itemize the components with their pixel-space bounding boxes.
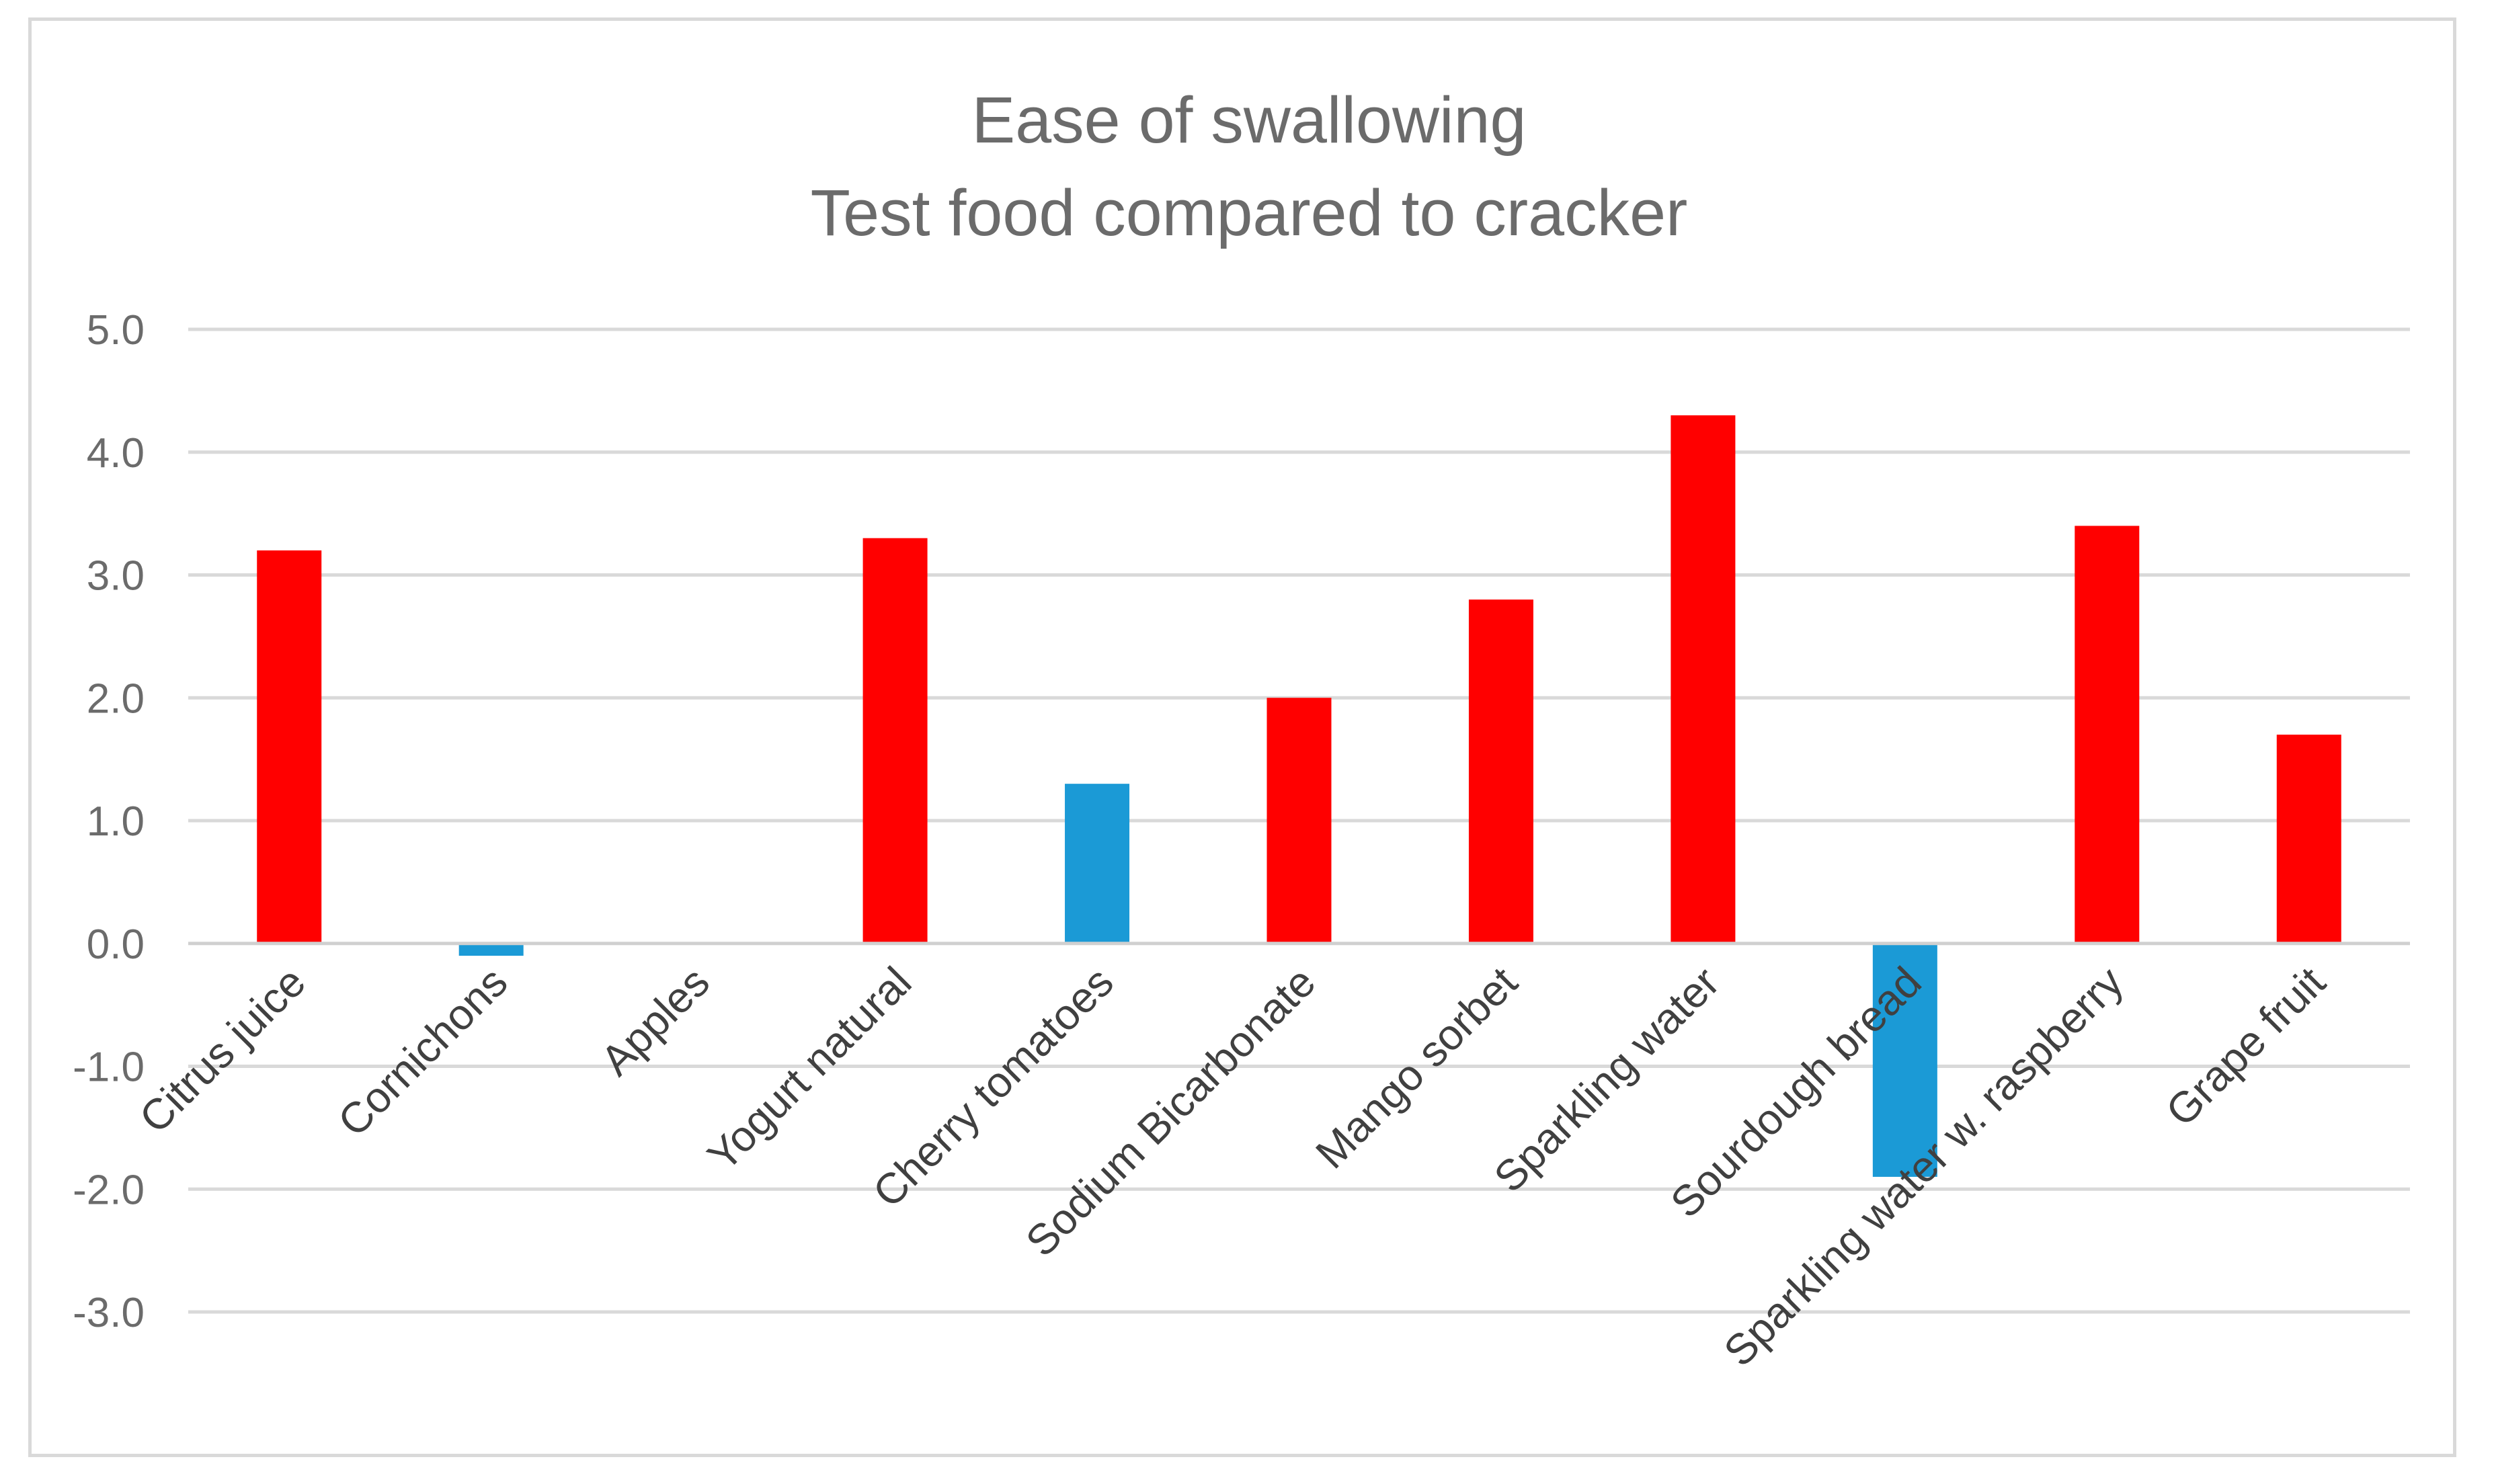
y-tick-label: 2.0: [87, 675, 145, 722]
bar-citrus-juice: [257, 550, 322, 944]
bar-mango-sorbet: [1468, 600, 1533, 944]
category-label: Grape fruit: [2157, 958, 2335, 1136]
category-label: Cornichons: [329, 958, 517, 1146]
y-tick-label: 1.0: [87, 798, 145, 845]
category-label: Yogurt natural: [698, 958, 920, 1180]
bar-sodium-bicarbonate: [1266, 698, 1332, 944]
category-label: Citrus juice: [130, 958, 315, 1143]
bar-sparkling-water: [1671, 415, 1736, 944]
y-tick-label: 3.0: [87, 553, 145, 600]
bar-sourdough-bread: [1872, 943, 1937, 1177]
bar-sparkling-water-w-raspberry: [2075, 526, 2140, 944]
bar-grape-fruit: [2276, 735, 2341, 944]
chart-frame: [28, 17, 2456, 1457]
bar-yogurt-natural: [862, 538, 928, 944]
y-tick-label: -2.0: [73, 1167, 145, 1213]
y-tick-label: -3.0: [73, 1290, 145, 1336]
y-tick-label: 5.0: [87, 307, 145, 354]
y-tick-label: -1.0: [73, 1044, 145, 1091]
bar-cherry-tomatoes: [1065, 784, 1130, 944]
y-tick-label: 4.0: [87, 430, 145, 477]
bars: [257, 415, 2341, 1177]
y-tick-label: 0.0: [87, 921, 145, 968]
chart-title-line-2: Test food compared to cracker: [811, 176, 1688, 249]
chart-title-line-1: Ease of swallowing: [972, 83, 1527, 157]
y-axis-tick-labels: 5.0 4.0 3.0 2.0 1.0 0.0 -1.0 -2.0 -3.0: [73, 307, 145, 1336]
bar-cornichons: [458, 943, 524, 956]
